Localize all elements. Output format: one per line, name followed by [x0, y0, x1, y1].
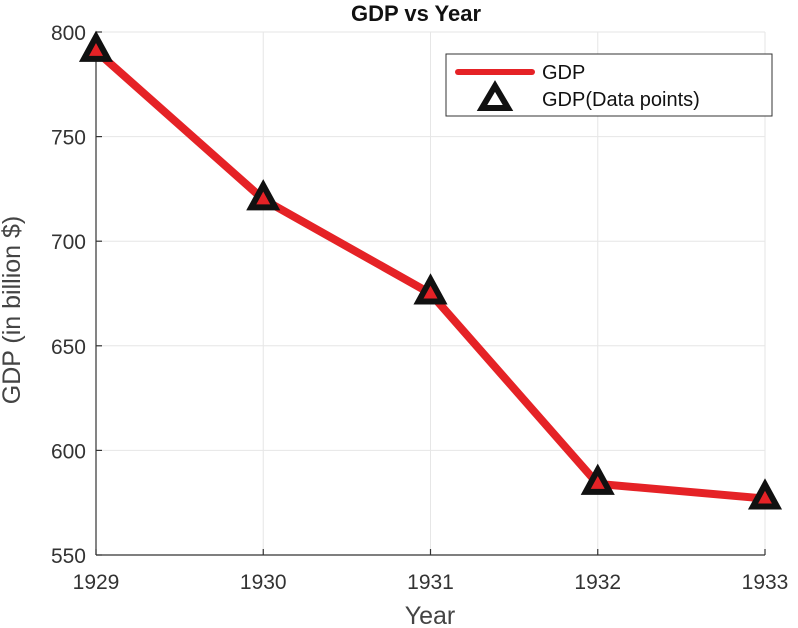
y-tick-label: 750	[51, 127, 86, 150]
gdp-data-point-marker	[580, 463, 615, 495]
x-axis-label: Year	[405, 602, 456, 628]
x-tick-label: 1929	[73, 571, 120, 594]
y-tick-label: 700	[51, 231, 86, 254]
x-axis-ticks: 1929 1930 1931 1932 1933	[73, 549, 789, 594]
legend-data-points-label: GDP(Data points)	[542, 89, 700, 111]
legend-data-points-marker	[476, 80, 514, 111]
gdp-data-point-marker	[413, 273, 448, 305]
y-axis-ticks: 550 600 650 700 750 800	[51, 22, 102, 568]
gdp-data-point-marker	[747, 478, 783, 510]
x-tick-label: 1932	[574, 571, 621, 594]
legend-gdp-label: GDP	[542, 62, 585, 84]
gdp-data-point-marker	[78, 30, 114, 62]
gdp-data-point-marker	[246, 179, 281, 211]
x-tick-label: 1931	[407, 571, 454, 594]
y-tick-label: 650	[51, 336, 86, 359]
x-tick-label: 1933	[742, 571, 789, 594]
y-axis-label: GDP (in billion $)	[0, 216, 26, 405]
y-tick-label: 600	[51, 440, 86, 463]
x-tick-label: 1930	[240, 571, 287, 594]
legend: GDP GDP(Data points)	[445, 53, 773, 117]
y-tick-label: 550	[51, 545, 86, 568]
y-tick-label: 800	[51, 22, 86, 45]
chart-title: GDP vs Year	[351, 1, 482, 26]
series-markers	[78, 30, 783, 510]
